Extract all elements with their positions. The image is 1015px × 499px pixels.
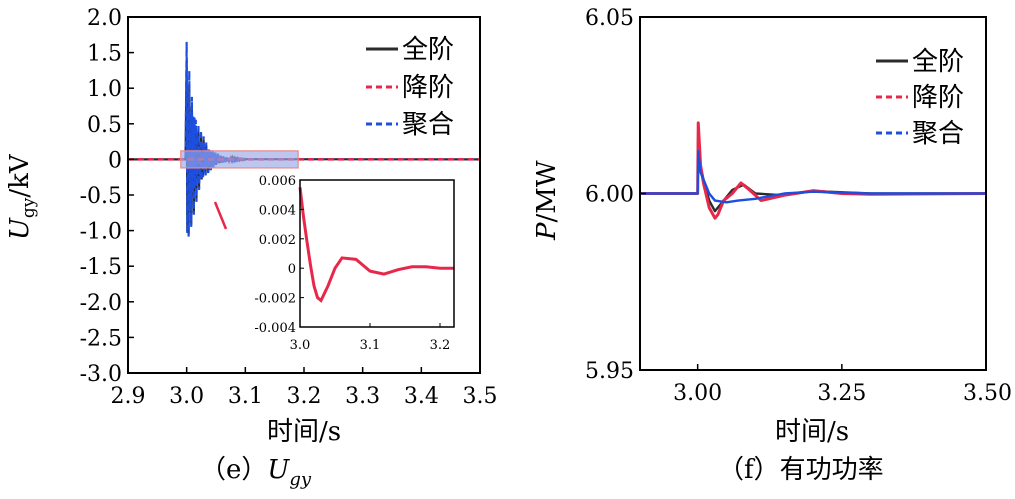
x-tick-label: 3.50 (963, 381, 1012, 406)
inset-series-line-reduced (298, 187, 454, 303)
inset-series (298, 187, 454, 303)
legend-label-full: 全阶 (912, 47, 964, 77)
inset-y-ticks: 0.006 0.004 0.002 0 -0.002 -0.004 (254, 174, 304, 336)
inset-frame (299, 179, 455, 328)
chart-e-legend: 全阶 降阶 聚合 (366, 35, 454, 140)
x-tick-label: 3.25 (817, 381, 866, 406)
chart-e-ylabel-sub: gy (19, 197, 39, 218)
inset-y-tick-label: 0 (288, 262, 296, 277)
chart-e-caption-prefix: （e） (200, 455, 267, 485)
chart-e-xlabel: 时间/s (267, 417, 341, 447)
x-tick-label: 3.0 (169, 384, 204, 409)
inset-x-tick-label: 3.2 (430, 338, 451, 353)
inset-background (300, 180, 454, 327)
y-tick-label: 0 (108, 148, 122, 173)
chart-f-caption: （f）有功功率 (718, 455, 884, 485)
y-tick-label: 1.5 (87, 42, 122, 67)
chart-f-x-ticks: 3.00 3.25 3.50 (673, 364, 1012, 406)
x-tick-label: 3.5 (463, 384, 498, 409)
chart-f-ylabel-var: P (532, 222, 562, 241)
chart-e-inset: 0.006 0.004 0.002 0 -0.002 -0.004 3.0 3.1 3.2 (254, 174, 455, 353)
y-tick-label: 1.0 (87, 77, 122, 102)
x-tick-label: 3.3 (345, 384, 380, 409)
chart-e-ylabel: Ugy/kV (5, 153, 39, 240)
x-tick-label: 3.4 (404, 384, 439, 409)
chart-f-y-ticks: 6.05 6.00 5.95 (585, 6, 646, 384)
chart-f: 6.05 6.00 5.95 3.00 3.25 3.50 P/MW 时间/s （f）有… (532, 6, 1012, 485)
inset-x-tick-label: 3.0 (290, 338, 311, 353)
chart-e-caption: （e）Ugy (200, 455, 312, 490)
inset-x-tick-label: 3.1 (360, 338, 381, 353)
inset-y-tick-label: 0.006 (259, 174, 296, 189)
y-tick-label: 2.0 (87, 6, 122, 31)
y-tick-label: -3.0 (80, 362, 122, 387)
x-tick-label: 3.1 (228, 384, 263, 409)
chart-e-y-ticks: 2.0 1.5 1.0 0.5 0 -0.5 -1.0 -1.5 -2.0 -2.5 -3.0 (80, 6, 134, 387)
inset-y-tick-label: 0.004 (259, 203, 296, 218)
inset-y-tick-label: -0.002 (254, 292, 296, 307)
y-tick-label: 6.00 (585, 183, 634, 208)
x-tick-label: 2.9 (111, 384, 146, 409)
y-tick-label: -0.5 (80, 184, 122, 209)
x-tick-label: 3.00 (673, 381, 722, 406)
chart-e-ylabel-unit: /kV (5, 153, 35, 198)
inset-x-ticks: 3.0 3.1 3.2 (290, 323, 451, 353)
y-tick-label: -2.0 (80, 291, 122, 316)
chart-e-ylabel-var: U (5, 217, 35, 240)
x-tick-label: 3.2 (287, 384, 322, 409)
chart-f-series (640, 121, 987, 220)
chart-e-caption-sub: gy (289, 469, 312, 490)
zoom-pointer-line (213, 201, 228, 230)
legend-label-full: 全阶 (402, 35, 454, 65)
chart-e-caption-var: U (267, 455, 290, 485)
y-tick-label: 6.05 (585, 6, 634, 31)
legend-label-aggregate: 聚合 (912, 119, 964, 149)
y-tick-label: 0.5 (87, 113, 122, 138)
inset-y-tick-label: 0.002 (259, 233, 296, 248)
chart-f-xlabel: 时间/s (775, 417, 849, 447)
inset-y-tick-label: -0.004 (254, 321, 296, 336)
y-tick-label: 5.95 (585, 359, 634, 384)
series-line-aggregate (640, 149, 986, 204)
legend-label-reduced: 降阶 (402, 73, 454, 103)
chart-e-zoom-region (180, 150, 299, 169)
chart-f-ylabel: P/MW (532, 160, 562, 241)
y-tick-label: -2.5 (80, 326, 122, 351)
chart-e: 2.0 1.5 1.0 0.5 0 -0.5 -1.0 -1.5 -2.0 -2.5 -3.0 2.… (5, 6, 498, 490)
chart-f-ylabel-unit: /MW (532, 160, 562, 222)
chart-f-legend: 全阶 降阶 聚合 (876, 47, 964, 149)
y-tick-label: -1.0 (80, 220, 122, 245)
y-tick-label: -1.5 (80, 255, 122, 280)
zoom-region-rect (180, 150, 299, 169)
legend-label-reduced: 降阶 (912, 83, 964, 113)
chart-e-x-ticks: 2.9 3.0 3.1 3.2 3.3 3.4 3.5 (111, 367, 498, 409)
legend-label-aggregate: 聚合 (402, 110, 454, 140)
